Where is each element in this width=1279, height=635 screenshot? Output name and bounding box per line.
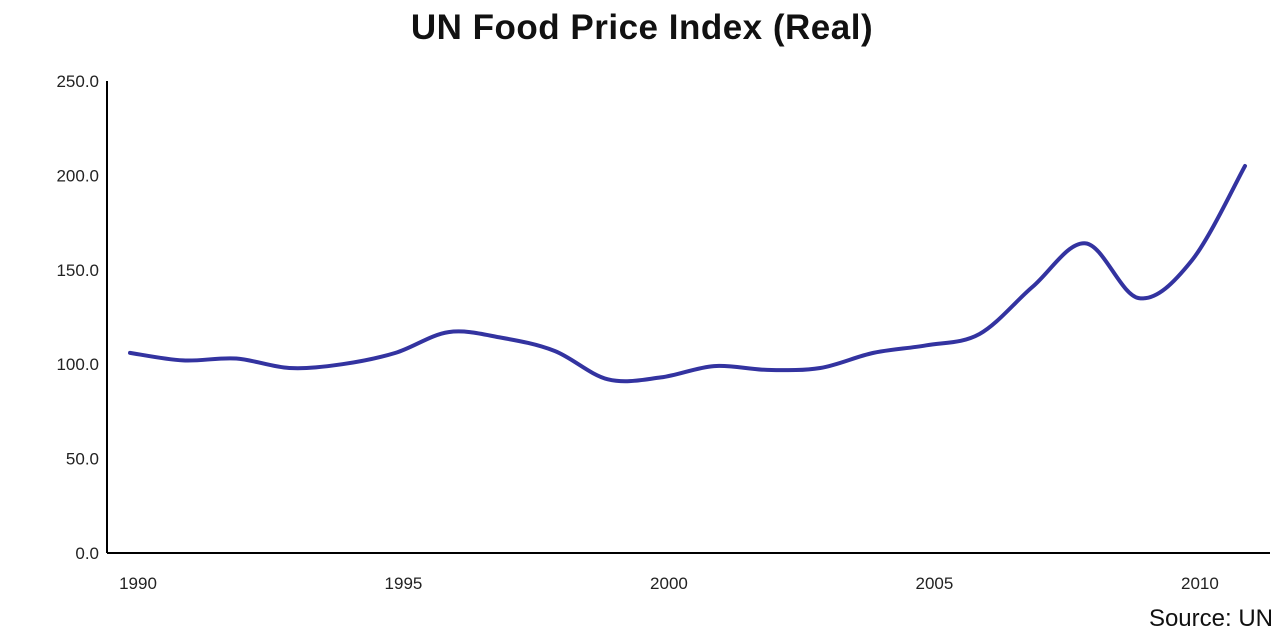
x-tick-label: 2010 <box>1181 574 1219 593</box>
y-tick-label: 150.0 <box>56 261 99 280</box>
series-group <box>128 163 1247 384</box>
x-tick-label: 2000 <box>650 574 688 593</box>
x-tick-label: 1990 <box>119 574 157 593</box>
y-tick-label: 250.0 <box>56 72 99 91</box>
x-tick-labels: 1990 1995 2000 2005 2010 <box>119 574 1219 593</box>
x-tick-label: 2005 <box>916 574 954 593</box>
x-tick-label: 1995 <box>385 574 423 593</box>
source-note: Source: UN <box>1148 605 1273 632</box>
y-tick-label: 200.0 <box>56 166 99 185</box>
y-tick-label: 0.0 <box>75 544 99 563</box>
y-tick-label: 100.0 <box>56 355 99 374</box>
y-tick-labels: 0.0 50.0 100.0 150.0 200.0 250.0 <box>56 72 99 563</box>
series-line <box>128 163 1247 384</box>
y-tick-label: 50.0 <box>66 450 99 469</box>
chart-title: UN Food Price Index (Real) <box>410 8 874 47</box>
